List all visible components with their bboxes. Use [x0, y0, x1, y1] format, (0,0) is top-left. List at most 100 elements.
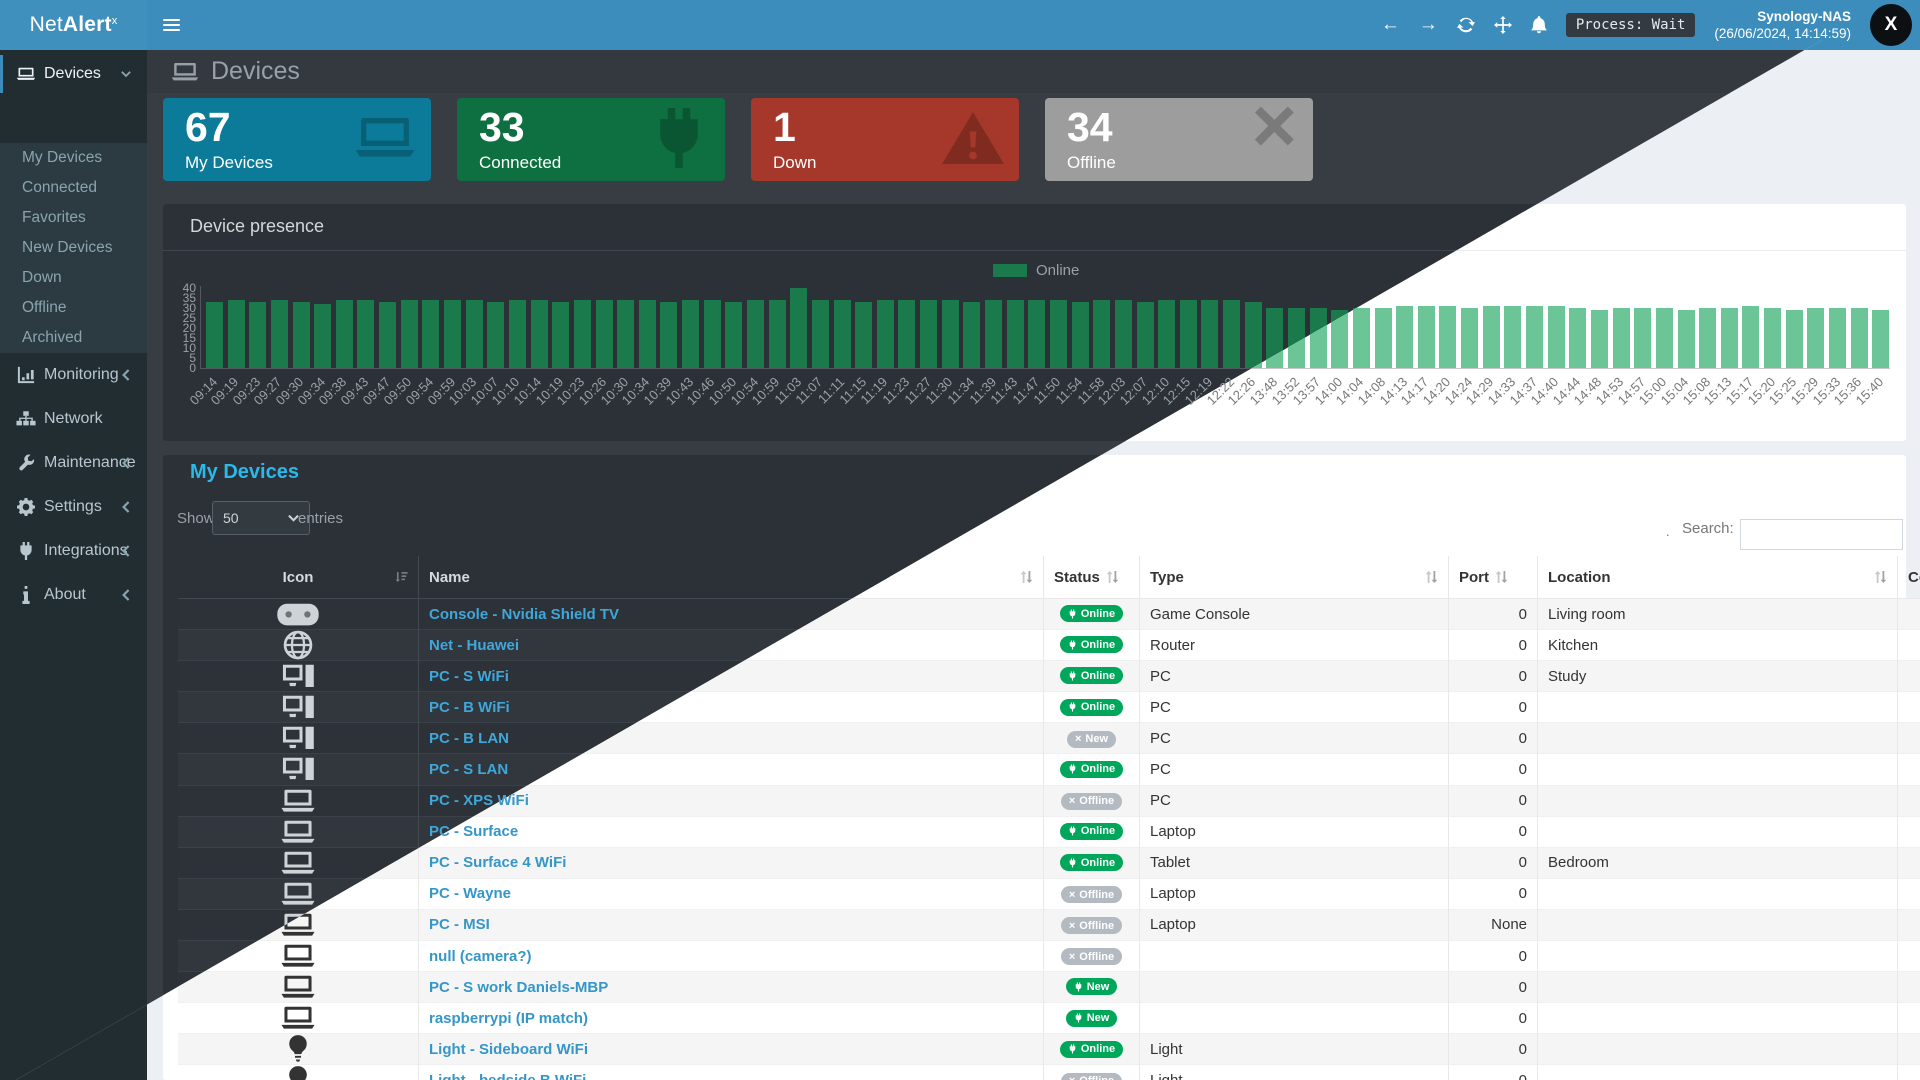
navbar-right: ← → Process: Wait Synology-NAS (26/06/20… [1381, 0, 1912, 50]
stat-card-offline[interactable]: 34 Offline × [1045, 98, 1313, 181]
page-size-select[interactable]: 50 [212, 501, 310, 535]
status-cell: Online [1043, 846, 1140, 879]
status-label: Online [1080, 669, 1116, 682]
sort-amount-icon[interactable] [395, 570, 408, 584]
chevron-down-icon [288, 514, 299, 522]
sidebar-item-integrations[interactable]: Integrations [0, 529, 147, 573]
host-datetime: (26/06/2024, 14:14:59) [1714, 26, 1851, 41]
device-name-link[interactable]: PC - Surface 4 WiFi [429, 854, 567, 872]
type-cell: Laptop [1139, 877, 1449, 910]
chart-bar [206, 302, 223, 368]
sidebar-subitem-connected[interactable]: Connected [22, 179, 97, 196]
sidebar-item-about[interactable]: About [0, 573, 147, 617]
column-header-port[interactable]: Port [1448, 556, 1538, 599]
sidebar-item-settings[interactable]: Settings [0, 485, 147, 529]
process-status-badge[interactable]: Process: Wait [1565, 13, 1696, 37]
column-header-location[interactable]: Location [1537, 556, 1898, 599]
stat-label: Offline [1067, 153, 1116, 172]
chart-bar [1158, 300, 1176, 368]
sort-icon[interactable] [1874, 570, 1887, 584]
device-name-link[interactable]: PC - B LAN [429, 729, 509, 747]
sidebar-subitem-offline[interactable]: Offline [22, 299, 67, 316]
chart-bar [1201, 300, 1219, 368]
forward-arrow-icon[interactable]: → [1418, 14, 1438, 35]
location-cell [1537, 1064, 1898, 1080]
sidebar-item-label: Network [44, 410, 103, 427]
stat-label: Down [773, 153, 817, 172]
laptop-icon [188, 817, 408, 847]
device-name-link[interactable]: PC - Wayne [429, 885, 511, 903]
table-row[interactable]: raspberrypi (IP match) New 0 × [178, 1002, 1920, 1034]
sidebar-item-monitoring[interactable]: Monitoring [0, 353, 147, 397]
chart-bar [1374, 308, 1392, 368]
plug-icon [1068, 764, 1077, 774]
device-name-link[interactable]: raspberrypi (IP match) [429, 1009, 588, 1027]
sidebar-subitem-down[interactable]: Down [22, 269, 62, 286]
table-body: Console - Nvidia Shield TV Online Game Con… [178, 597, 1920, 1080]
chart-bar [335, 300, 353, 368]
device-name-link[interactable]: null (camera?) [429, 947, 532, 965]
stat-card-connected[interactable]: 33 Connected [457, 98, 725, 181]
connections-cell: × [1897, 1002, 1920, 1034]
search-input[interactable] [1740, 519, 1903, 550]
status-badge-offline: ×Offline [1060, 948, 1123, 966]
device-name-link[interactable]: PC - MSI [429, 916, 490, 934]
sort-icon[interactable] [1020, 570, 1033, 584]
move-icon[interactable] [1493, 16, 1512, 34]
sort-icon[interactable] [1495, 570, 1508, 584]
avatar[interactable]: X [1870, 4, 1912, 46]
device-name-link[interactable]: Net - Huawei [429, 636, 520, 654]
chart-bar [1612, 308, 1630, 368]
port-cell: 0 [1448, 846, 1538, 879]
sidebar-item-devices[interactable]: Devices [0, 55, 147, 93]
device-name-link[interactable]: PC - B WiFi [429, 698, 510, 716]
chart-bar [1829, 308, 1846, 368]
sidebar-item-network[interactable]: Network [0, 397, 147, 441]
port-cell: 0 [1448, 753, 1538, 786]
bell-icon[interactable] [1530, 16, 1547, 34]
column-header-status[interactable]: Status [1043, 556, 1140, 599]
type-cell: Game Console [1139, 597, 1449, 630]
type-cell: Router [1139, 629, 1449, 661]
sidebar-subitem-my-devices[interactable]: My Devices [22, 149, 103, 166]
sidebar-toggle-button[interactable] [147, 0, 195, 50]
column-header-connections[interactable]: Connections [1897, 556, 1920, 599]
refresh-icon[interactable] [1456, 16, 1475, 34]
device-name-link[interactable]: Light - bedside B WiFi [429, 1072, 586, 1080]
device-name-link[interactable]: Console - Nvidia Shield TV [429, 605, 620, 623]
sidebar-item-maintenance[interactable]: Maintenance [0, 441, 147, 485]
show-label: Show [177, 510, 215, 527]
plug-icon [1068, 826, 1077, 836]
plug-icon [1068, 858, 1077, 868]
chart-bar [422, 300, 440, 368]
sidebar-subitem-favorites[interactable]: Favorites [22, 209, 86, 226]
sidebar-subitem-new-devices[interactable]: New Devices [22, 239, 113, 256]
sort-icon[interactable] [1106, 570, 1119, 584]
device-name-link[interactable]: Light - Sideboard WiFi [429, 1040, 589, 1058]
column-header-icon[interactable]: Icon [178, 556, 419, 599]
wrench-icon [16, 454, 36, 472]
column-header-type[interactable]: Type [1139, 556, 1449, 599]
chart-bar [444, 300, 462, 368]
stat-card-down[interactable]: 1 Down [751, 98, 1019, 181]
back-arrow-icon[interactable]: ← [1380, 14, 1400, 35]
sidebar-subitem-archived[interactable]: Archived [22, 329, 83, 346]
chart-legend[interactable]: Online [993, 262, 1079, 279]
device-name-link[interactable]: PC - S LAN [429, 761, 509, 779]
device-name-link[interactable]: PC - S WiFi [429, 667, 509, 685]
table-row[interactable]: PC - S work Daniels-MBP New 0 × [178, 971, 1920, 1003]
type-cell: Laptop [1139, 908, 1449, 941]
device-name-link[interactable]: PC - S work Daniels-MBP [429, 978, 609, 996]
chart-bar [1223, 300, 1241, 368]
stat-card-my-devices[interactable]: 67 My Devices [163, 98, 431, 181]
plug-icon [1068, 609, 1077, 619]
sort-icon[interactable] [1425, 570, 1438, 584]
